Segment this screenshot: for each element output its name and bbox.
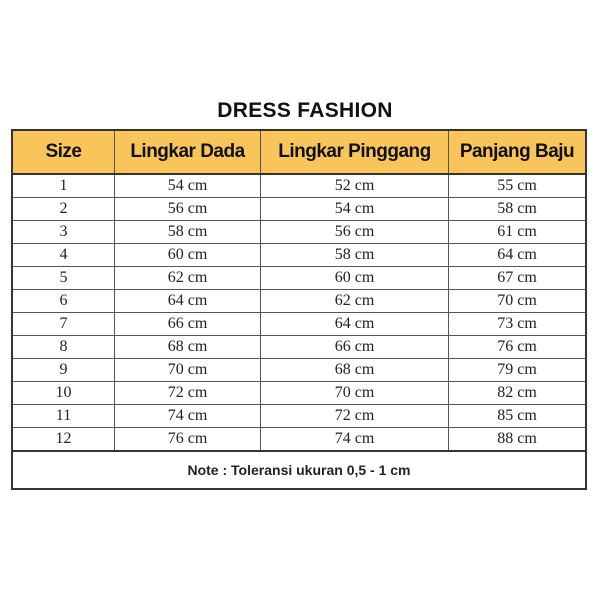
lingkar-pinggang-cell: 70 cm: [260, 381, 449, 405]
lingkar-pinggang-cell: 56 cm: [260, 220, 449, 244]
table-row: 8 68 cm 66 cm 76 cm: [11, 335, 587, 359]
panjang-baju-cell: 85 cm: [448, 404, 587, 428]
lingkar-pinggang-cell: 66 cm: [260, 335, 449, 359]
table-row: 11 74 cm 72 cm 85 cm: [11, 404, 587, 428]
table-row: 4 60 cm 58 cm 64 cm: [11, 243, 587, 267]
size-cell: 11: [11, 404, 115, 428]
lingkar-dada-cell: 76 cm: [114, 427, 261, 452]
panjang-baju-cell: 82 cm: [448, 381, 587, 405]
table-row: 9 70 cm 68 cm 79 cm: [11, 358, 587, 382]
size-table: Size Lingkar Dada Lingkar Pinggang Panja…: [11, 129, 587, 490]
lingkar-dada-cell: 56 cm: [114, 197, 261, 221]
lingkar-dada-cell: 72 cm: [114, 381, 261, 405]
header-lingkar-dada: Lingkar Dada: [114, 129, 261, 175]
size-cell: 4: [11, 243, 115, 267]
panjang-baju-cell: 61 cm: [448, 220, 587, 244]
lingkar-dada-cell: 60 cm: [114, 243, 261, 267]
lingkar-pinggang-cell: 64 cm: [260, 312, 449, 336]
size-cell: 6: [11, 289, 115, 313]
header-panjang-baju: Panjang Baju: [448, 129, 587, 175]
lingkar-dada-cell: 66 cm: [114, 312, 261, 336]
lingkar-pinggang-cell: 54 cm: [260, 197, 449, 221]
table-row: 10 72 cm 70 cm 82 cm: [11, 381, 587, 405]
lingkar-dada-cell: 62 cm: [114, 266, 261, 290]
header-size: Size: [11, 129, 115, 175]
lingkar-pinggang-cell: 68 cm: [260, 358, 449, 382]
lingkar-dada-cell: 58 cm: [114, 220, 261, 244]
lingkar-dada-cell: 74 cm: [114, 404, 261, 428]
table-row: 6 64 cm 62 cm 70 cm: [11, 289, 587, 313]
panjang-baju-cell: 58 cm: [448, 197, 587, 221]
chart-title: DRESS FASHION: [217, 99, 393, 122]
lingkar-dada-cell: 70 cm: [114, 358, 261, 382]
panjang-baju-cell: 55 cm: [448, 173, 587, 198]
table-row: 2 56 cm 54 cm 58 cm: [11, 197, 587, 221]
panjang-baju-cell: 67 cm: [448, 266, 587, 290]
lingkar-pinggang-cell: 60 cm: [260, 266, 449, 290]
table-row: 12 76 cm 74 cm 88 cm: [11, 427, 587, 452]
size-cell: 2: [11, 197, 115, 221]
lingkar-pinggang-cell: 62 cm: [260, 289, 449, 313]
table-row: 5 62 cm 60 cm 67 cm: [11, 266, 587, 290]
size-cell: 9: [11, 358, 115, 382]
size-cell: 7: [11, 312, 115, 336]
header-row: Size Lingkar Dada Lingkar Pinggang Panja…: [11, 129, 587, 175]
panjang-baju-cell: 73 cm: [448, 312, 587, 336]
header-lingkar-pinggang: Lingkar Pinggang: [260, 129, 449, 175]
lingkar-dada-cell: 64 cm: [114, 289, 261, 313]
lingkar-pinggang-cell: 58 cm: [260, 243, 449, 267]
size-cell: 12: [11, 427, 115, 452]
lingkar-dada-cell: 68 cm: [114, 335, 261, 359]
table-row: 1 54 cm 52 cm 55 cm: [11, 173, 587, 198]
size-cell: 5: [11, 266, 115, 290]
table-row: 3 58 cm 56 cm 61 cm: [11, 220, 587, 244]
panjang-baju-cell: 76 cm: [448, 335, 587, 359]
size-cell: 8: [11, 335, 115, 359]
note-text: Note : Toleransi ukuran 0,5 - 1 cm: [11, 450, 587, 490]
panjang-baju-cell: 88 cm: [448, 427, 587, 452]
lingkar-pinggang-cell: 52 cm: [260, 173, 449, 198]
panjang-baju-cell: 79 cm: [448, 358, 587, 382]
panjang-baju-cell: 70 cm: [448, 289, 587, 313]
panjang-baju-cell: 64 cm: [448, 243, 587, 267]
size-cell: 10: [11, 381, 115, 405]
lingkar-dada-cell: 54 cm: [114, 173, 261, 198]
table-row: 7 66 cm 64 cm 73 cm: [11, 312, 587, 336]
size-cell: 3: [11, 220, 115, 244]
size-cell: 1: [11, 173, 115, 198]
lingkar-pinggang-cell: 74 cm: [260, 427, 449, 452]
lingkar-pinggang-cell: 72 cm: [260, 404, 449, 428]
note-row: Note : Toleransi ukuran 0,5 - 1 cm: [11, 450, 587, 490]
